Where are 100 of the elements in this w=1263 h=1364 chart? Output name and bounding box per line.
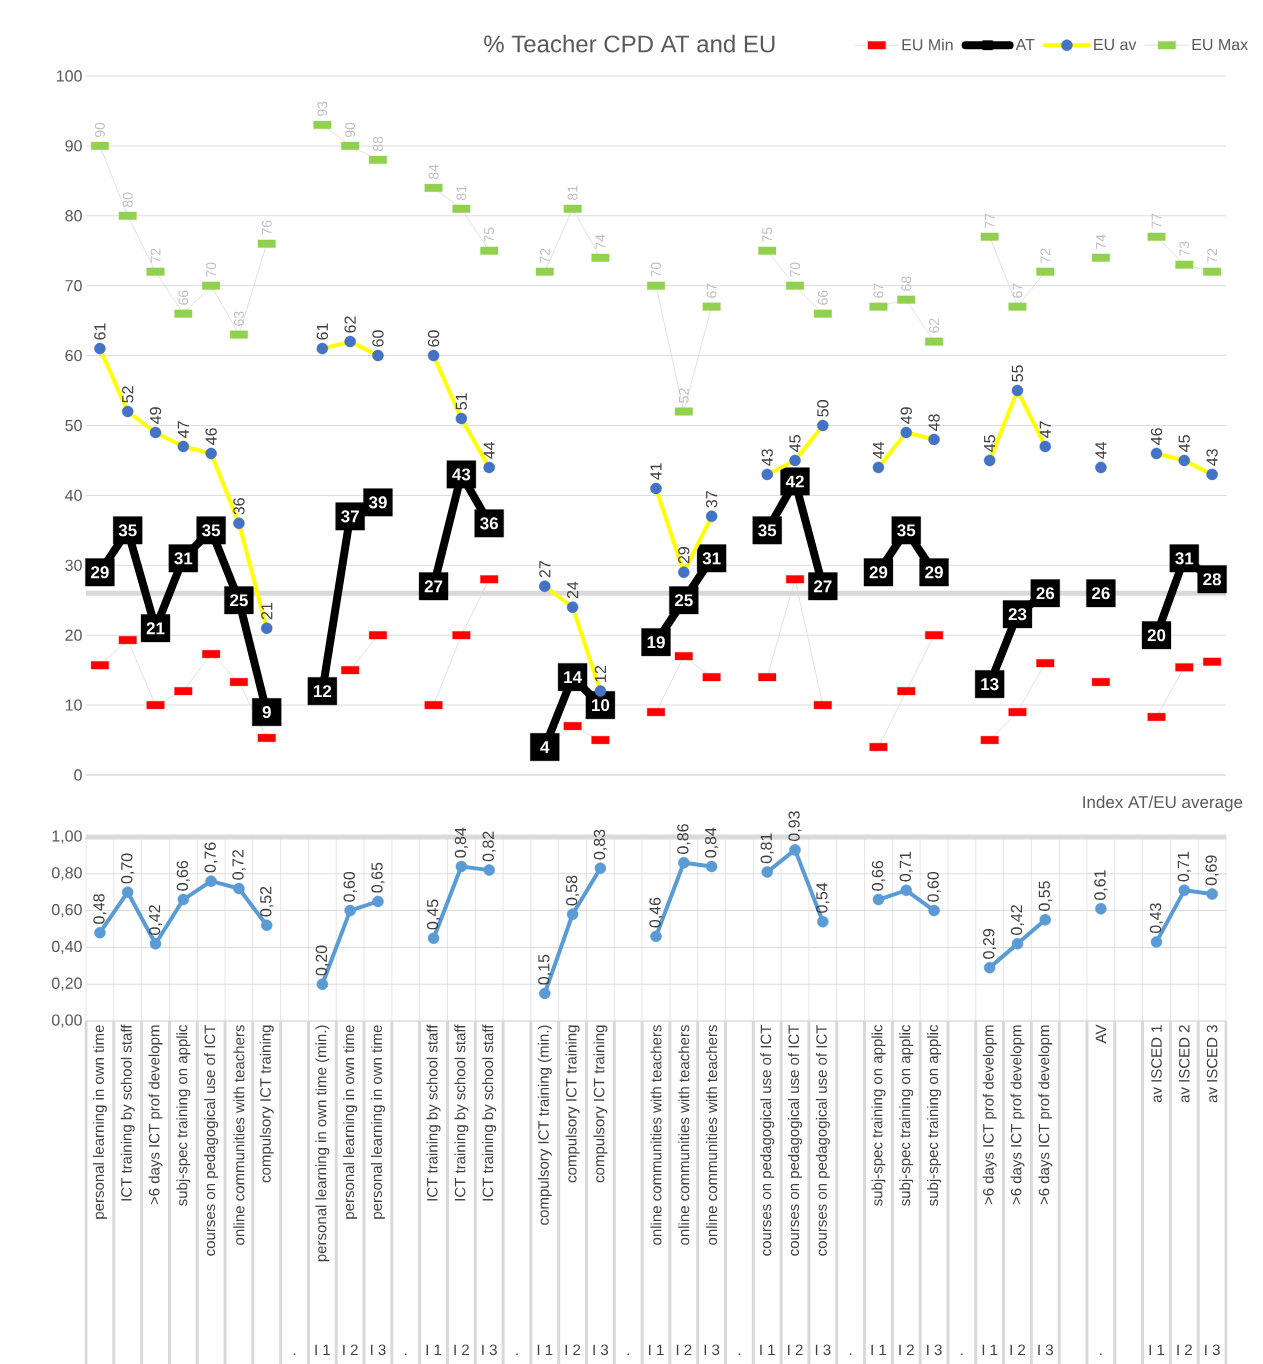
point — [1206, 888, 1218, 900]
data-label: 0,60 — [343, 871, 357, 902]
data-label: 26 — [1092, 587, 1110, 600]
text: I 2 — [343, 1344, 358, 1355]
data-label: 46 — [205, 428, 217, 445]
point — [1206, 468, 1218, 481]
data-label: 48 — [928, 414, 940, 431]
data-label: 39 — [368, 496, 387, 509]
data-label: 0,43 — [1149, 903, 1164, 934]
data-label: 0,52 — [260, 886, 274, 917]
text: . — [849, 1353, 852, 1355]
text: I 1 — [315, 1344, 330, 1355]
point — [1178, 454, 1191, 467]
x-tick-label: ICT training by school staff — [426, 1024, 441, 1201]
point — [705, 860, 718, 873]
x-tick-label: subj-spec training on applic — [176, 1024, 191, 1206]
point — [455, 412, 468, 425]
point — [177, 893, 190, 906]
data-label: 35 — [897, 524, 916, 537]
y-tick-label: 20 — [65, 629, 82, 641]
point — [817, 419, 829, 432]
x-tick-label: >6 days ICT prof developm — [1038, 1025, 1053, 1205]
data-label: 0,15 — [538, 954, 552, 985]
x-tick-label: compulsory ICT training — [259, 1025, 274, 1183]
text: I 2 — [899, 1344, 914, 1355]
data-label: 77 — [984, 213, 995, 228]
data-label: 73 — [1179, 241, 1190, 256]
x-tick-label: ICT training by school staff — [454, 1024, 469, 1201]
point — [177, 440, 190, 453]
point — [1039, 440, 1052, 453]
point — [539, 580, 551, 593]
text: I 1 — [982, 1344, 998, 1355]
data-label: 0,55 — [1038, 881, 1052, 911]
point — [483, 461, 495, 474]
point — [260, 919, 273, 932]
point — [1039, 914, 1052, 926]
x-tick-label: subj-spec training on applic — [871, 1024, 886, 1206]
text: I 2 — [565, 1344, 581, 1355]
point — [539, 987, 551, 1000]
text: . — [293, 1353, 296, 1355]
x-tick-label: online communities with teachers — [678, 1025, 690, 1245]
text: I 1 — [871, 1344, 887, 1355]
x-tick-label: personal learning in own time — [92, 1025, 107, 1219]
point — [761, 468, 773, 481]
point — [761, 866, 773, 878]
x-tick-label: ICT training by school staff — [482, 1024, 497, 1201]
data-label: 80 — [122, 192, 133, 207]
data-label: 49 — [149, 407, 162, 424]
data-label: 72 — [1207, 248, 1217, 263]
x-tick-label: online communities with teachers — [650, 1025, 662, 1245]
text: I 3 — [704, 1344, 720, 1356]
data-label: 72 — [539, 248, 550, 263]
data-label: 52 — [678, 388, 689, 403]
data-label: 93 — [317, 101, 328, 117]
data-label: 0,42 — [1010, 905, 1025, 935]
data-label: 61 — [94, 323, 106, 340]
y-tick-label: 50 — [65, 419, 82, 432]
data-label: 81 — [567, 185, 578, 200]
data-label: 61 — [316, 323, 329, 340]
point — [427, 932, 440, 944]
point — [928, 904, 940, 917]
data-label: 0,65 — [371, 862, 385, 893]
point — [650, 930, 662, 943]
data-label: 0,29 — [983, 929, 997, 959]
data-label: 43 — [1206, 449, 1218, 466]
data-label: 62 — [929, 318, 940, 333]
data-label: 27 — [424, 580, 443, 593]
data-label: 0,84 — [454, 827, 468, 858]
data-label: 51 — [455, 393, 467, 410]
data-label: 60 — [427, 330, 440, 347]
point — [817, 915, 829, 928]
text: I 1 — [760, 1344, 775, 1355]
point — [872, 893, 885, 906]
text: . — [1100, 1353, 1102, 1355]
point — [316, 978, 329, 990]
point — [1011, 937, 1024, 950]
data-label: 37 — [341, 510, 359, 523]
data-label: 0,81 — [760, 833, 774, 864]
text: . — [738, 1353, 741, 1355]
data-label: 12 — [313, 685, 332, 698]
data-label: 63 — [233, 311, 244, 326]
data-label: 21 — [261, 602, 273, 620]
x-tick-label: courses on pedagogical use of ICT — [204, 1024, 219, 1256]
data-label: 90 — [94, 122, 105, 138]
data-label: 0,70 — [121, 853, 135, 884]
x-tick-label: compulsory ICT training — [593, 1025, 608, 1183]
data-label: 28 — [1203, 573, 1222, 586]
text: I 1 — [537, 1344, 553, 1355]
data-label: 67 — [1012, 283, 1023, 298]
data-label: 21 — [146, 622, 165, 635]
x-tick-label: ICT training by school staff — [120, 1024, 135, 1201]
data-label: 0,60 — [927, 871, 941, 902]
x-tick-label: courses on pedagogical use of ICT — [788, 1024, 803, 1256]
y-tick-label: 0,00 — [51, 1014, 82, 1028]
text: I 2 — [788, 1344, 803, 1355]
y-tick-label: 0,20 — [51, 977, 82, 991]
y-tick-label: 40 — [65, 489, 82, 502]
point — [789, 844, 801, 856]
point — [1150, 936, 1163, 948]
point — [566, 908, 579, 921]
